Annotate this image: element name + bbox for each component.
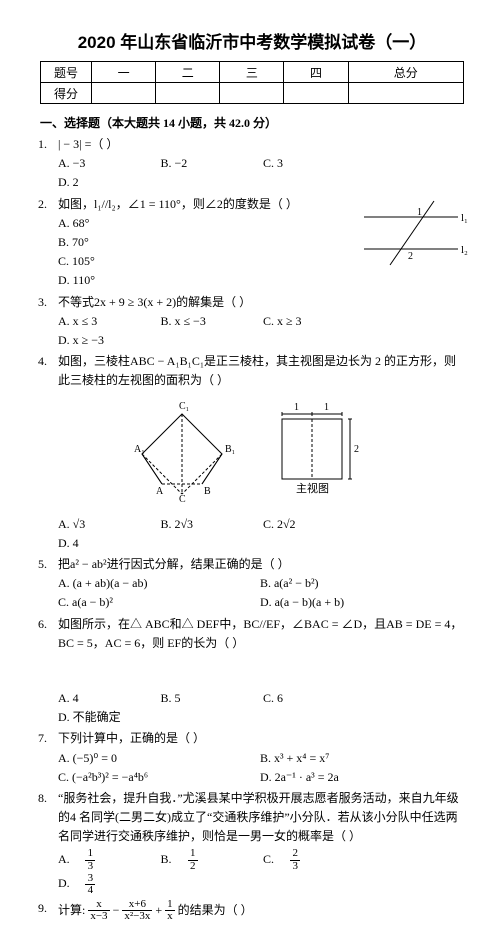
q-text: 如图所示，在△ ABC和△ DEF中，BC//EF，∠BAC = ∠D，且AB … [58,615,464,653]
q-number: 1. [38,135,47,154]
question-3: 3. 不等式2x + 9 ≥ 3(x + 2)的解集是（ ） A. x ≤ 3 … [40,293,464,351]
opt-c: C. (−a²b³)² = −a⁴b⁶ [58,768,257,787]
q-text: 下列计算中，正确的是（ ） [58,729,464,748]
cell [284,83,348,104]
cell [348,83,463,104]
opt-d: D. 34 [58,873,157,897]
label-C: C [179,494,186,504]
q-text: 如图，l₁//l₂，∠1 = 110°，则∠2的度数是（ ） [58,195,338,214]
opt-c: C. 3 [263,154,362,173]
col-2: 二 [156,62,220,83]
opt-b: B. 2√3 [160,515,259,534]
cell [156,83,220,104]
label-l2: l₂ [461,244,468,256]
label-h: 2 [354,444,359,455]
question-7: 7. 下列计算中，正确的是（ ） A. (−5)⁰ = 0 B. x³ + x⁴… [40,729,464,787]
q-number: 6. [38,615,47,634]
figure-placeholder [40,653,464,689]
opt-d: D. 4 [58,534,157,553]
q-number: 8. [38,789,47,808]
section-heading: 一、选择题（本大题共 14 小题，共 42.0 分） [40,114,464,131]
question-2: 2. 如图，l₁//l₂，∠1 = 110°，则∠2的度数是（ ） A. 68°… [40,195,464,291]
q-text: “服务社会，提升自我．”尤溪县某中学积极开展志愿者服务活动，来自九年级的4 名同… [58,789,464,847]
opt-a: A. (−5)⁰ = 0 [58,749,257,768]
q-number: 7. [38,729,47,748]
opt-d: D. 2a⁻¹ · a³ = 2a [260,768,459,787]
opt-b: B. 5 [160,689,259,708]
q-text: 如图，三棱柱ABC − A₁B₁C₁是正三棱柱，其主视图是边长为 2 的正方形，… [58,352,464,390]
cell [92,83,156,104]
q-text: 把a² − ab²进行因式分解，结果正确的是（ ） [58,555,464,574]
q-number: 3. [38,293,47,312]
col-1: 一 [92,62,156,83]
q-number: 4. [38,352,47,371]
col-3: 三 [220,62,284,83]
opt-a: A. (a + ab)(a − ab) [58,574,257,593]
cell [220,83,284,104]
opt-c: C. 2√2 [263,515,362,534]
opt-d: D. 2 [58,173,157,192]
label-w1: 1 [294,402,299,413]
label-ang2: 2 [408,251,413,262]
label-ang1: 1 [417,207,422,218]
opt-a: A. √3 [58,515,157,534]
label-A: A [156,486,164,497]
col-4: 四 [284,62,348,83]
q-number: 5. [38,555,47,574]
label-A1: A₁ [134,444,145,455]
row-label-2: 得分 [41,83,92,104]
question-5: 5. 把a² − ab²进行因式分解，结果正确的是（ ） A. (a + ab)… [40,555,464,613]
opt-b: B. −2 [160,154,259,173]
q-text: 不等式2x + 9 ≥ 3(x + 2)的解集是（ ） [58,293,464,312]
opt-c: C. 23 [263,848,362,872]
q-text: 计算: xx−3 − x+6x²−3x + 1x 的结果为（ ） [58,899,464,923]
label-C1: C₁ [179,401,189,412]
opt-c: C. x ≥ 3 [263,312,362,331]
label-B1: B₁ [225,444,235,455]
opt-d: D. 110° [58,271,464,290]
question-6: 6. 如图所示，在△ ABC和△ DEF中，BC//EF，∠BAC = ∠D，且… [40,615,464,728]
row-label: 题号 [41,62,92,83]
opt-a: A. 4 [58,689,157,708]
opt-d: D. a(a − b)(a + b) [260,593,459,612]
opt-b: B. x³ + x⁴ = x⁷ [260,749,459,768]
label-B: B [204,486,211,497]
label-w2: 1 [324,402,329,413]
opt-a: A. x ≤ 3 [58,312,157,331]
page-title: 2020 年山东省临沂市中考数学模拟试卷（一） [40,28,464,53]
front-caption: 主视图 [296,481,329,495]
q-number: 2. [38,195,47,214]
opt-b: B. 12 [160,848,259,872]
opt-a: A. −3 [58,154,157,173]
opt-b: B. a(a² − b²) [260,574,459,593]
col-total: 总分 [348,62,463,83]
score-table: 题号 一 二 三 四 总分 得分 [40,61,464,104]
opt-d: D. x ≥ −3 [58,331,157,350]
opt-b: B. x ≤ −3 [160,312,259,331]
question-8: 8. “服务社会，提升自我．”尤溪县某中学积极开展志愿者服务活动，来自九年级的4… [40,789,464,897]
opt-a: A. 13 [58,848,157,872]
figure-prism: A₁ C₁ B₁ A C B 1 1 2 主视图 [40,394,464,510]
opt-c: C. 6 [263,689,362,708]
question-4: 4. 如图，三棱柱ABC − A₁B₁C₁是正三棱柱，其主视图是边长为 2 的正… [40,352,464,553]
label-l1: l₁ [461,212,468,224]
question-1: 1. | − 3| =（ ） A. −3 B. −2 C. 3 D. 2 [40,135,464,193]
opt-d: D. 不能确定 [58,708,157,727]
q-text: | − 3| =（ ） [58,135,464,154]
figure-parallel-lines: l₁ l₂ 1 2 [362,199,472,269]
question-9: 9. 计算: xx−3 − x+6x²−3x + 1x 的结果为（ ） [40,899,464,923]
q-number: 9. [38,899,47,918]
opt-c: C. a(a − b)² [58,593,257,612]
